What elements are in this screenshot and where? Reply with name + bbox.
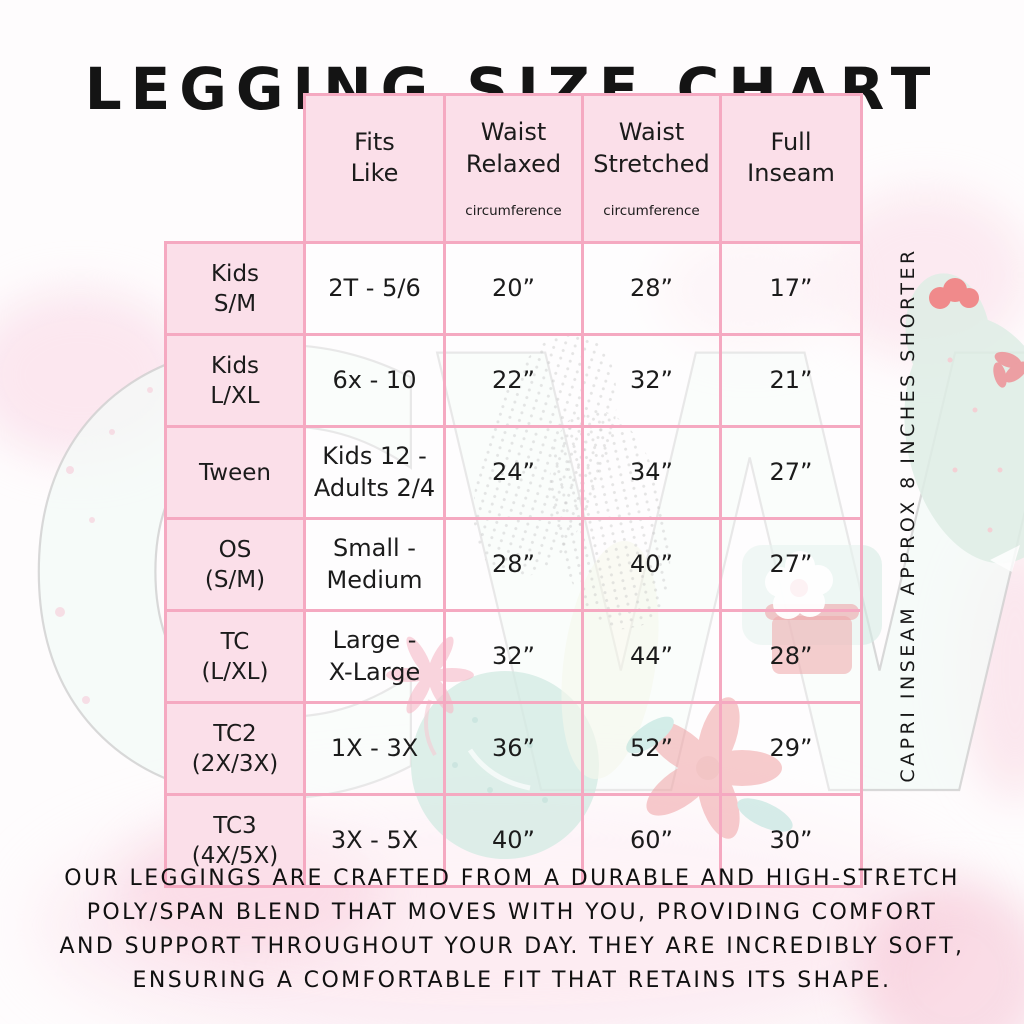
column-header-full-inseam: Full Inseam [719,92,863,245]
row-header: Tween [164,425,306,521]
size-table: Fits Like Waist Relaxed circumference Wa… [164,92,863,889]
table-row: Kids S/M 2T - 5/6 20” 28” 17” [164,241,863,337]
row-header: TC2 (2X/3X) [164,701,306,797]
row-header: Kids L/XL [164,333,306,429]
cell-full-inseam: 30” [719,793,863,889]
table-row: TC (L/XL) Large - X-Large 32” 44” 28” [164,609,863,705]
column-header-label: Full Inseam [747,127,835,188]
cell-fits-like: Large - X-Large [303,609,446,705]
table-row: TC2 (2X/3X) 1X - 3X 36” 52” 29” [164,701,863,797]
cell-full-inseam: 27” [719,517,863,613]
cell-fits-like: 2T - 5/6 [303,241,446,337]
cell-waist-relaxed: 40” [443,793,584,889]
column-header-label: Waist Relaxed [465,118,562,178]
cell-waist-relaxed: 28” [443,517,584,613]
column-header-label: Waist Stretched [593,118,710,178]
table-row: Tween Kids 12 - Adults 2/4 24” 34” 27” [164,425,863,521]
cell-full-inseam: 17” [719,241,863,337]
column-header-subtext: circumference [603,202,700,219]
cell-fits-like: 1X - 3X [303,701,446,797]
table-row: Kids L/XL 6x - 10 22” 32” 21” [164,333,863,429]
cell-waist-stretched: 32” [581,333,722,429]
cell-waist-stretched: 34” [581,425,722,521]
cell-waist-relaxed: 22” [443,333,584,429]
capri-inseam-note: CAPRI INSEAM APPROX 8 INCHES SHORTER [897,247,919,783]
column-header-subtext: circumference [465,202,562,219]
cell-fits-like: Small - Medium [303,517,446,613]
cell-full-inseam: 29” [719,701,863,797]
row-header: Kids S/M [164,241,306,337]
cell-waist-stretched: 60” [581,793,722,889]
cell-waist-stretched: 28” [581,241,722,337]
cell-waist-relaxed: 24” [443,425,584,521]
cell-full-inseam: 21” [719,333,863,429]
row-header: TC (L/XL) [164,609,306,705]
row-header: OS (S/M) [164,517,306,613]
cell-fits-like: 6x - 10 [303,333,446,429]
small-flower-illustration [993,351,1024,388]
cell-full-inseam: 28” [719,609,863,705]
description-paragraph: OUR LEGGINGS ARE CRAFTED FROM A DURABLE … [59,866,965,993]
column-header-waist-relaxed: Waist Relaxed circumference [443,92,584,245]
cell-waist-relaxed: 36” [443,701,584,797]
cell-fits-like: 3X - 5X [303,793,446,889]
cactus-illustration [904,273,1024,572]
column-header-fits-like: Fits Like [303,92,446,245]
cell-waist-relaxed: 32” [443,609,584,705]
cell-full-inseam: 27” [719,425,863,521]
table-row: OS (S/M) Small - Medium 28” 40” 27” [164,517,863,613]
cell-fits-like: Kids 12 - Adults 2/4 [303,425,446,521]
watercolor-wash [0,290,190,460]
cell-waist-relaxed: 20” [443,241,584,337]
cell-waist-stretched: 40” [581,517,722,613]
column-header-label: Fits Like [350,127,399,188]
cell-waist-stretched: 44” [581,609,722,705]
row-header: TC3 (4X/5X) [164,793,306,889]
cell-waist-stretched: 52” [581,701,722,797]
table-corner-empty [166,95,305,243]
pink-speckles [55,387,153,704]
table-row: TC3 (4X/5X) 3X - 5X 40” 60” 30” [164,793,863,889]
column-header-waist-stretched: Waist Stretched circumference [581,92,722,245]
